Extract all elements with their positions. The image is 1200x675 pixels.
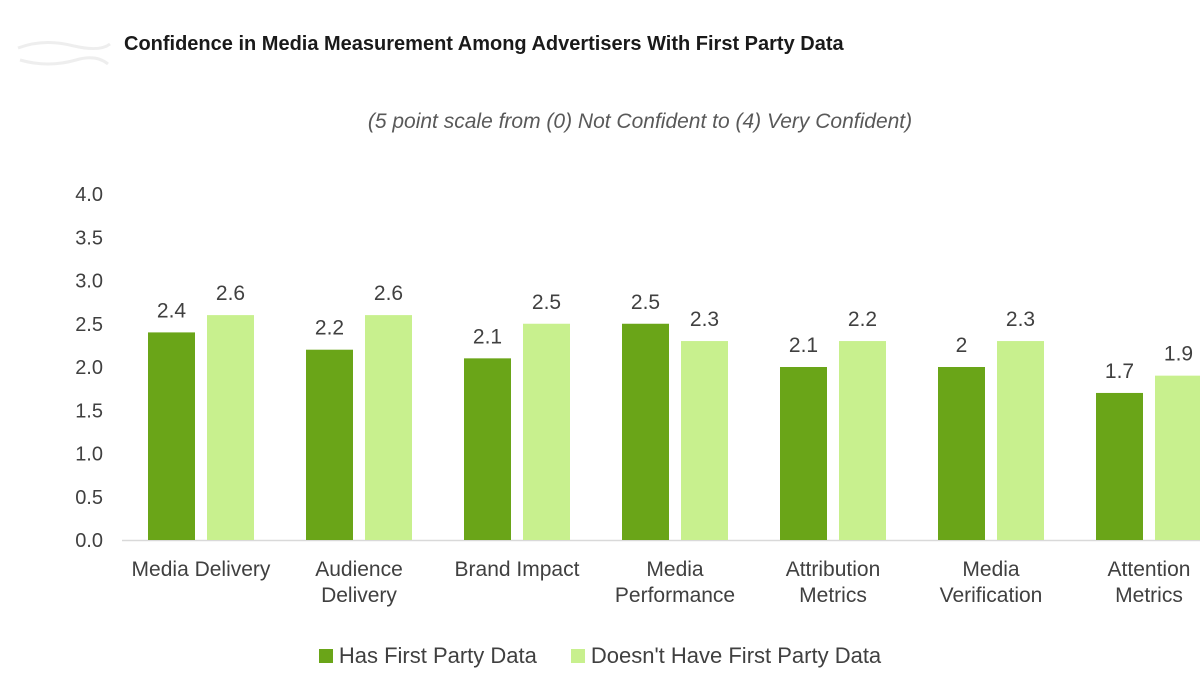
data-label: 2.5: [631, 291, 660, 314]
y-tick-label: 3.0: [75, 271, 103, 293]
data-label: 2.2: [848, 308, 877, 331]
data-label: 2.6: [216, 282, 245, 305]
chart-subtitle: (5 point scale from (0) Not Confident to…: [367, 110, 913, 133]
x-tick-label: Delivery: [321, 584, 397, 607]
y-tick-label: 2.0: [75, 357, 103, 379]
legend-swatch: [318, 649, 333, 663]
logo-icon: [17, 41, 111, 66]
bar: [1155, 375, 1200, 540]
bar: [365, 315, 412, 540]
chart-legend: Has First Party Data Doesn't Have First …: [0, 643, 1200, 669]
bar: [839, 341, 886, 540]
bar: [306, 349, 353, 540]
y-tick-label: 0.5: [75, 487, 103, 509]
data-label: 2.5: [532, 291, 561, 314]
x-tick-label: Media: [962, 558, 1020, 581]
bar: [148, 332, 195, 540]
x-tick-label: Metrics: [1115, 584, 1183, 607]
data-label: 2.3: [1006, 308, 1035, 331]
x-tick-label: Attribution: [786, 558, 881, 581]
data-label: 1.7: [1105, 360, 1134, 383]
x-tick-label: Performance: [615, 584, 735, 607]
x-tick-label: Audience: [315, 558, 403, 581]
y-tick-label: 4.0: [75, 184, 103, 206]
y-tick-label: 1.0: [75, 444, 103, 466]
bar: [1096, 392, 1143, 540]
bar: [622, 323, 669, 540]
legend-swatch: [570, 649, 585, 663]
chart-title: Confidence in Media Measurement Among Ad…: [124, 33, 844, 55]
legend-label: Doesn't Have First Party Data: [590, 643, 882, 668]
bar: [207, 315, 254, 540]
data-label: 2.6: [374, 282, 403, 305]
legend-label: Has First Party Data: [338, 643, 537, 668]
bar: [464, 358, 511, 540]
x-tick-label: Verification: [940, 584, 1043, 607]
bar: [997, 341, 1044, 540]
x-tick-label: Media: [646, 558, 704, 581]
data-label: 2.2: [315, 317, 344, 340]
y-tick-label: 0.0: [75, 530, 103, 552]
data-label: 2.1: [473, 325, 502, 348]
y-tick-label: 3.5: [75, 227, 103, 249]
x-tick-label: Metrics: [799, 584, 867, 607]
data-label: 2.4: [157, 299, 187, 322]
x-tick-label: Brand Impact: [455, 558, 580, 581]
data-label: 1.9: [1164, 343, 1193, 366]
data-label: 2.1: [789, 334, 818, 357]
bar: [523, 323, 570, 540]
x-tick-label: Attention: [1108, 558, 1191, 581]
bar: [780, 367, 827, 540]
y-tick-label: 2.5: [75, 314, 103, 336]
bar: [938, 367, 985, 540]
bar-chart: 0.0 0.5 1.0 1.5 2.0 2.5 3.0 3.5 4.0 2.4 2.6 Media D…: [75, 184, 1200, 607]
data-label: 2.3: [690, 308, 719, 331]
data-label: 2: [956, 334, 968, 357]
x-tick-label: Media Delivery: [132, 558, 271, 581]
legend-item-no-first-party: Doesn't Have First Party Data: [570, 643, 882, 669]
bar: [681, 341, 728, 540]
y-tick-label: 1.5: [75, 400, 103, 422]
legend-item-has-first-party: Has First Party Data: [318, 643, 537, 669]
